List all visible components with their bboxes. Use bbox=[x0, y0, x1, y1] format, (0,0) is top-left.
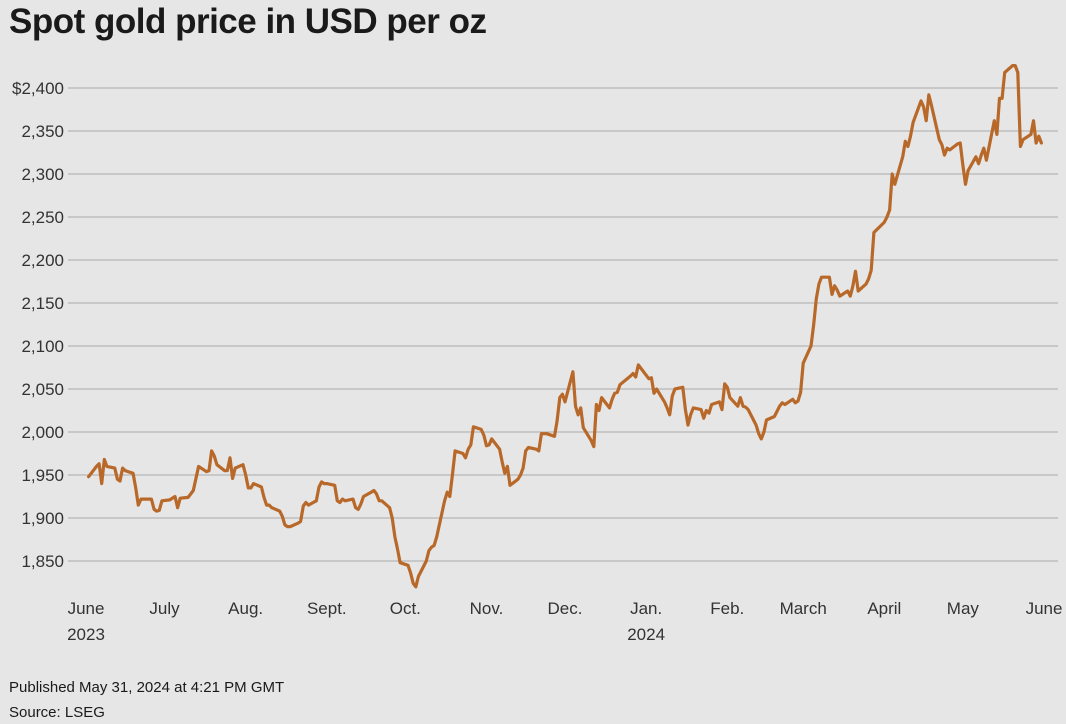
y-tick-label: 2,350 bbox=[21, 122, 64, 141]
x-tick-label: Feb. bbox=[710, 599, 744, 618]
x-tick-year-label: 2023 bbox=[67, 625, 105, 644]
grid-lines bbox=[68, 87, 1058, 562]
x-tick-label: Aug. bbox=[228, 599, 263, 618]
x-tick-label: April bbox=[867, 599, 901, 618]
published-note: Published May 31, 2024 at 4:21 PM GMT bbox=[9, 679, 285, 696]
y-tick-label: 2,000 bbox=[21, 423, 64, 442]
y-tick-label: 1,850 bbox=[21, 552, 64, 571]
x-axis-tick-labels: June 2023 July Aug. Sept. Oct. Nov. Dec. Jan. 202… bbox=[67, 599, 1062, 644]
x-tick-label: Dec. bbox=[548, 599, 583, 618]
x-tick-label: Sept. bbox=[307, 599, 347, 618]
x-tick-year-label: 2024 bbox=[627, 625, 665, 644]
y-tick-label: 2,150 bbox=[21, 294, 64, 313]
x-tick-label: Jan. bbox=[630, 599, 662, 618]
series-layer bbox=[86, 63, 1044, 589]
x-tick-label: June bbox=[1026, 599, 1063, 618]
x-tick-label: Nov. bbox=[470, 599, 504, 618]
source-note: Source: LSEG bbox=[9, 704, 105, 721]
x-tick-label: May bbox=[947, 599, 980, 618]
y-tick-label: $2,400 bbox=[12, 79, 64, 98]
x-tick-label: July bbox=[149, 599, 180, 618]
x-tick-label: June bbox=[68, 599, 105, 618]
chart-title: Spot gold price in USD per oz bbox=[9, 2, 487, 41]
y-tick-label: 2,250 bbox=[21, 208, 64, 227]
x-tick-label: March bbox=[780, 599, 827, 618]
y-tick-label: 1,900 bbox=[21, 509, 64, 528]
y-tick-label: 2,100 bbox=[21, 337, 64, 356]
y-tick-label: 2,300 bbox=[21, 165, 64, 184]
y-tick-label: 1,950 bbox=[21, 466, 64, 485]
x-tick-label: Oct. bbox=[390, 599, 421, 618]
y-axis-tick-labels: $2,400 2,350 2,300 2,250 2,200 2,150 2,100 2,05… bbox=[12, 79, 64, 571]
y-tick-label: 2,050 bbox=[21, 380, 64, 399]
gold-price-line bbox=[86, 63, 1044, 589]
y-tick-label: 2,200 bbox=[21, 251, 64, 270]
